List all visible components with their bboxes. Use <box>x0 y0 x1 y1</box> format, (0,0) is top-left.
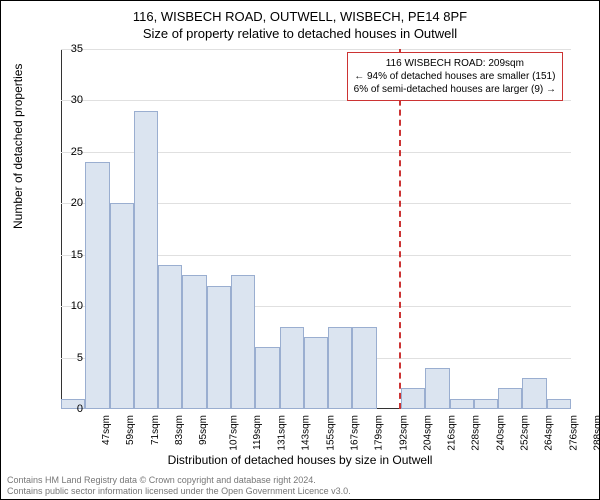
x-tick-label: 59sqm <box>125 415 136 445</box>
y-tick-label: 35 <box>71 43 83 55</box>
histogram-bar <box>304 337 328 409</box>
histogram-bar <box>328 327 352 409</box>
histogram-bar <box>255 347 279 409</box>
histogram-bar <box>134 111 158 409</box>
histogram-bar <box>352 327 376 409</box>
plot-area: 116 WISBECH ROAD: 209sqm← 94% of detache… <box>61 49 571 409</box>
annotation-line3: 6% of semi-detached houses are larger (9… <box>354 83 556 96</box>
title-main: 116, WISBECH ROAD, OUTWELL, WISBECH, PE1… <box>1 9 599 24</box>
histogram-bar <box>474 399 498 409</box>
x-tick-label: 71sqm <box>150 415 161 445</box>
y-tick-label: 5 <box>77 352 83 364</box>
histogram-bar <box>207 286 231 409</box>
chart-container: 116, WISBECH ROAD, OUTWELL, WISBECH, PE1… <box>0 0 600 500</box>
histogram-bar <box>401 388 425 409</box>
y-tick-label: 15 <box>71 249 83 261</box>
x-tick-label: 228sqm <box>471 415 482 451</box>
x-tick-label: 131sqm <box>277 415 288 451</box>
histogram-bar <box>85 162 109 409</box>
histogram-bar <box>547 399 571 409</box>
x-tick-label: 107sqm <box>228 415 239 451</box>
x-tick-label: 240sqm <box>495 415 506 451</box>
histogram-bar <box>280 327 304 409</box>
histogram-bar <box>498 388 522 409</box>
x-tick-label: 288sqm <box>592 415 600 451</box>
x-tick-label: 95sqm <box>198 415 209 445</box>
title-sub: Size of property relative to detached ho… <box>1 26 599 41</box>
histogram-bar <box>425 368 449 409</box>
gridline <box>61 49 571 50</box>
x-tick-label: 264sqm <box>544 415 555 451</box>
histogram-bar <box>158 265 182 409</box>
histogram-bar <box>231 275 255 409</box>
histogram-bar <box>450 399 474 409</box>
x-tick-label: 179sqm <box>374 415 385 451</box>
x-tick-label: 119sqm <box>252 415 263 450</box>
footer: Contains HM Land Registry data © Crown c… <box>7 475 593 497</box>
x-tick-label: 155sqm <box>325 415 336 451</box>
y-tick-label: 10 <box>71 300 83 312</box>
annotation-line2: ← 94% of detached houses are smaller (15… <box>354 70 556 83</box>
annotation-line1: 116 WISBECH ROAD: 209sqm <box>354 57 556 70</box>
footer-line1: Contains HM Land Registry data © Crown c… <box>7 475 593 486</box>
marker-line <box>399 49 401 409</box>
x-tick-label: 192sqm <box>398 415 409 451</box>
histogram-bar <box>522 378 546 409</box>
y-tick-label: 20 <box>71 197 83 209</box>
x-tick-label: 143sqm <box>301 415 312 451</box>
x-tick-label: 204sqm <box>422 415 433 451</box>
x-tick-label: 83sqm <box>174 415 185 445</box>
x-tick-label: 47sqm <box>101 415 112 445</box>
y-tick-label: 0 <box>77 403 83 415</box>
y-axis-line <box>61 49 62 409</box>
histogram-bar <box>182 275 206 409</box>
x-axis-label: Distribution of detached houses by size … <box>1 453 599 467</box>
annotation-box: 116 WISBECH ROAD: 209sqm← 94% of detache… <box>347 52 563 101</box>
footer-line2: Contains public sector information licen… <box>7 486 593 497</box>
y-tick-label: 30 <box>71 94 83 106</box>
y-axis-label: Number of detached properties <box>11 64 25 229</box>
histogram-bar <box>110 203 134 409</box>
x-tick-label: 252sqm <box>520 415 531 451</box>
x-tick-label: 276sqm <box>568 415 579 451</box>
x-tick-label: 216sqm <box>447 415 458 451</box>
y-tick-label: 25 <box>71 146 83 158</box>
x-tick-label: 167sqm <box>350 415 361 451</box>
